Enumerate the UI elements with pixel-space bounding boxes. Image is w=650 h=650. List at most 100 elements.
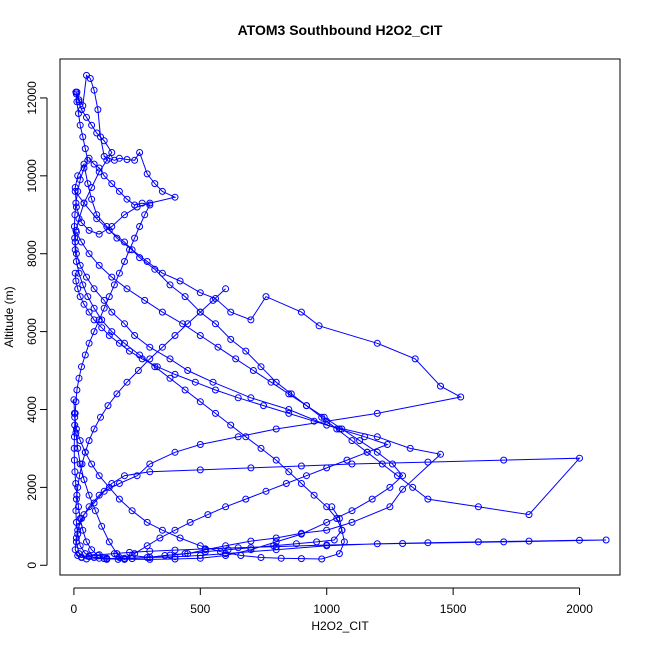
- data-point: [72, 507, 80, 515]
- data-point: [113, 390, 121, 398]
- y-tick-label: 0: [25, 562, 39, 569]
- data-point: [171, 526, 179, 534]
- data-point: [411, 355, 419, 363]
- data-point: [121, 555, 128, 563]
- x-tick-label: 500: [190, 602, 210, 616]
- x-tick-label: 0: [71, 602, 78, 616]
- data-point: [201, 548, 209, 556]
- data-point: [196, 332, 204, 339]
- data-point: [95, 491, 103, 499]
- series-6: [72, 228, 407, 563]
- y-axis: 0 2000 4000 6000 8000 10000 12000: [25, 81, 48, 569]
- data-point: [136, 149, 144, 156]
- data-point: [123, 195, 131, 203]
- data-point: [84, 180, 92, 188]
- data-point: [71, 211, 79, 219]
- data-point: [181, 386, 189, 394]
- data-point: [457, 393, 465, 401]
- data-point: [399, 472, 407, 480]
- data-point: [108, 308, 116, 316]
- data-point: [204, 511, 212, 519]
- data-point: [75, 96, 83, 104]
- data-point: [121, 320, 128, 328]
- data-point: [348, 507, 356, 515]
- data-point: [335, 515, 343, 522]
- data-point: [72, 228, 80, 236]
- data-point: [79, 526, 87, 534]
- data-point: [146, 468, 154, 476]
- data-point: [79, 133, 87, 141]
- data-point: [297, 530, 305, 538]
- series-line: [73, 92, 345, 560]
- data-point: [105, 293, 113, 301]
- data-point: [257, 554, 265, 561]
- data-point: [75, 374, 83, 382]
- series-2: [71, 187, 610, 563]
- data-point: [79, 102, 87, 110]
- data-point: [196, 554, 204, 562]
- y-tick-label: 8000: [25, 240, 39, 267]
- data-point: [115, 269, 123, 277]
- data-point: [115, 480, 123, 487]
- data-point: [90, 499, 98, 507]
- series-line: [73, 273, 389, 560]
- data-point: [85, 308, 93, 316]
- data-point: [105, 226, 113, 234]
- data-point: [234, 394, 242, 402]
- data-point: [138, 199, 146, 207]
- data-point: [146, 460, 154, 468]
- data-point: [247, 394, 255, 402]
- plot-area: [59, 58, 621, 576]
- data-point: [323, 464, 331, 472]
- data-point: [297, 480, 305, 487]
- data-point: [247, 546, 255, 554]
- data-point: [242, 495, 250, 503]
- data-point: [100, 304, 108, 312]
- data-point: [131, 201, 139, 209]
- data-point: [93, 129, 101, 137]
- data-point: [247, 544, 255, 552]
- data-point: [158, 343, 166, 351]
- data-point: [209, 378, 217, 386]
- data-point: [323, 421, 331, 429]
- data-point: [166, 281, 174, 289]
- data-point: [373, 448, 381, 456]
- data-point: [166, 374, 174, 382]
- data-point: [85, 250, 93, 258]
- data-point: [75, 110, 82, 117]
- data-point: [158, 187, 166, 195]
- data-point: [181, 293, 189, 301]
- data-point: [72, 425, 80, 433]
- data-point: [171, 193, 179, 201]
- data-point: [78, 460, 86, 468]
- data-point: [525, 537, 533, 545]
- data-point: [262, 293, 270, 301]
- data-point: [196, 441, 204, 448]
- data-point: [257, 444, 265, 452]
- data-point: [95, 230, 103, 238]
- data-point: [249, 367, 257, 374]
- data-point: [70, 444, 78, 452]
- data-point: [90, 86, 98, 94]
- data-point: [272, 538, 280, 546]
- data-point: [74, 187, 82, 195]
- data-point: [80, 300, 88, 308]
- data-point: [146, 355, 154, 363]
- data-point: [73, 386, 81, 394]
- data-point: [70, 433, 78, 441]
- data-point: [121, 339, 128, 347]
- data-point: [95, 261, 103, 269]
- data-point: [74, 552, 82, 559]
- data-point: [474, 538, 482, 546]
- data-point: [318, 555, 326, 563]
- data-point: [131, 332, 139, 339]
- data-point: [90, 285, 98, 293]
- data-point: [310, 417, 318, 425]
- data-point: [212, 320, 219, 328]
- data-point: [383, 441, 391, 448]
- data-point: [79, 281, 87, 289]
- data-point: [103, 156, 111, 164]
- data-point: [76, 176, 84, 184]
- data-point: [73, 98, 81, 106]
- data-point: [123, 156, 131, 163]
